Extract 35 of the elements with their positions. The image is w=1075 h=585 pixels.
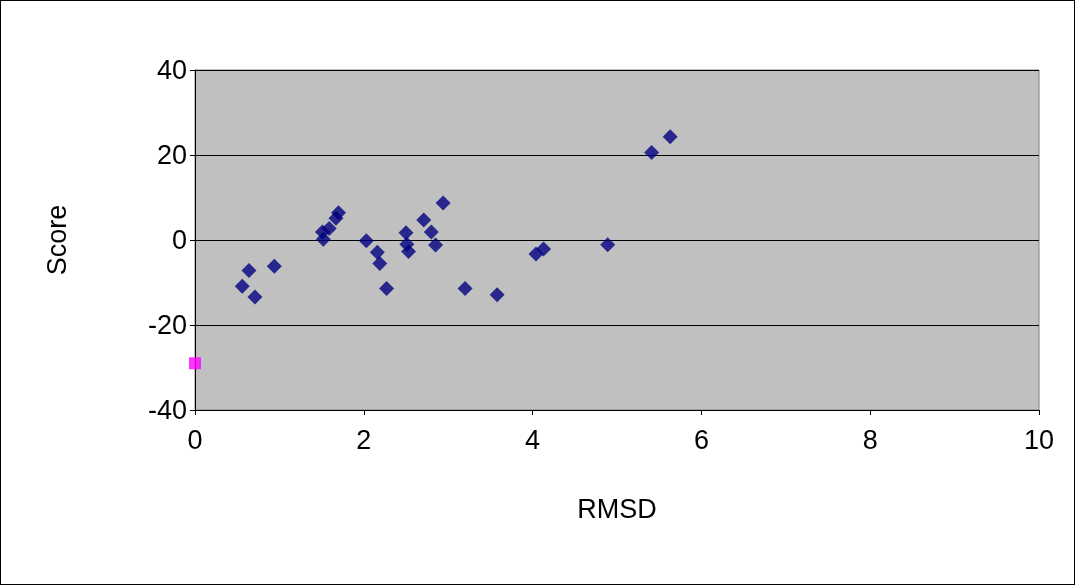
y-tick-label: 20 — [156, 140, 187, 170]
point — [321, 221, 337, 237]
point — [489, 287, 505, 303]
point — [457, 280, 473, 296]
point — [241, 263, 257, 279]
point — [266, 258, 282, 274]
point — [379, 280, 395, 296]
y-tick-label: 0 — [171, 225, 187, 255]
x-tick-label: 2 — [356, 424, 372, 455]
point — [536, 241, 552, 257]
point — [234, 278, 250, 294]
x-tick-label: 6 — [693, 424, 709, 455]
point — [428, 237, 444, 253]
point — [358, 233, 374, 249]
y-axis-title: Score — [41, 204, 72, 276]
point — [416, 212, 432, 228]
point — [189, 357, 201, 370]
x-tick-label: 10 — [1023, 424, 1055, 455]
y-tick-label: -40 — [147, 395, 187, 425]
x-tick-label: 8 — [862, 424, 878, 455]
x-axis-title: RMSD — [577, 493, 657, 524]
point — [435, 195, 451, 211]
y-tick-label: -20 — [147, 310, 187, 340]
point — [600, 237, 616, 253]
point — [662, 129, 678, 145]
point — [372, 255, 388, 271]
x-tick-label: 4 — [525, 424, 541, 455]
point — [644, 144, 660, 160]
point — [423, 224, 439, 240]
point — [398, 225, 414, 241]
point — [330, 205, 346, 221]
point — [247, 289, 263, 305]
point — [401, 243, 417, 259]
point — [369, 244, 385, 260]
y-tick-label: 40 — [156, 55, 187, 85]
